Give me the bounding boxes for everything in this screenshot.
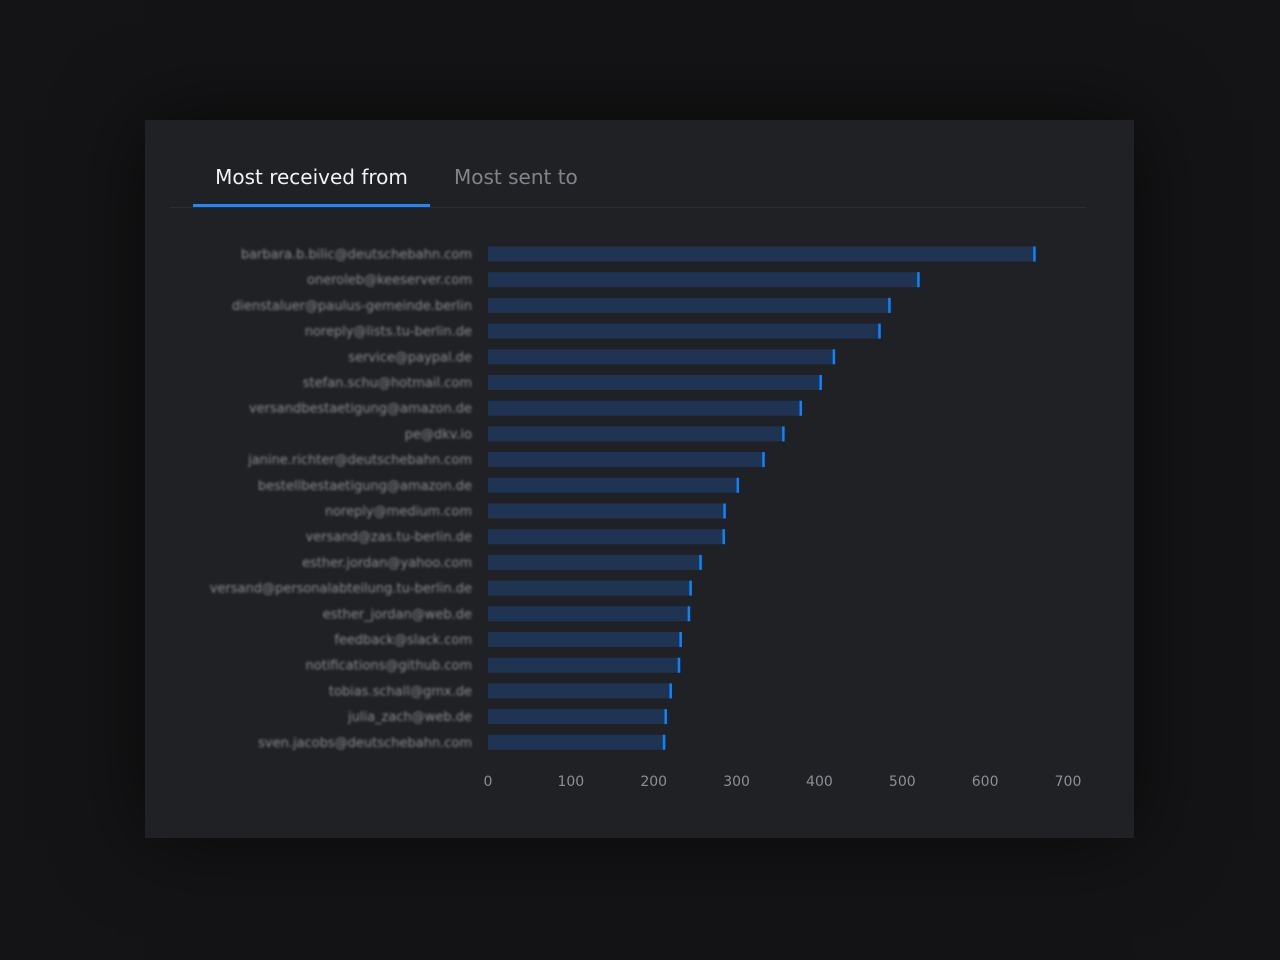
category-label: pe@dkv.io <box>405 427 472 442</box>
bar-end-marker <box>736 477 740 493</box>
tab-bar: Most received from Most sent to <box>170 120 1086 208</box>
bar-end-marker <box>699 554 702 570</box>
bar[interactable] <box>488 477 740 493</box>
bar[interactable] <box>488 400 803 416</box>
bar-end-marker <box>917 272 920 288</box>
bar[interactable] <box>488 452 765 468</box>
bar-end-marker <box>888 297 891 313</box>
bar[interactable] <box>488 503 726 519</box>
x-tick-label: 400 <box>806 774 833 790</box>
x-tick-label: 600 <box>972 774 999 790</box>
category-label: feedback@slack.com <box>334 633 472 648</box>
bar-end-marker <box>878 323 881 339</box>
x-tick-label: 200 <box>640 774 667 790</box>
bar-end-marker <box>762 452 765 468</box>
tab-most-received-from[interactable]: Most received from <box>193 165 430 207</box>
bar[interactable] <box>488 375 822 390</box>
category-label: dienstaluer@paulus-gemeinde.berlin <box>232 299 472 314</box>
bar-end-marker <box>679 632 682 647</box>
bar[interactable] <box>488 529 725 545</box>
category-label: esther_jordan@web.de <box>323 607 472 622</box>
bar-end-marker <box>669 683 672 699</box>
bar[interactable] <box>488 272 920 288</box>
x-tick-label: 100 <box>557 774 584 790</box>
tab-most-sent-to[interactable]: Most sent to <box>454 165 578 189</box>
bar-end-marker <box>677 657 681 673</box>
category-label: versand@personalabteilung.tu-berlin.de <box>210 582 472 597</box>
bar-end-marker <box>782 426 785 442</box>
category-label: versand@zas.tu-berlin.de <box>306 530 472 545</box>
bar[interactable] <box>488 734 666 750</box>
x-tick-label: 500 <box>889 774 916 790</box>
category-label: noreply@medium.com <box>325 505 472 520</box>
bar[interactable] <box>488 657 681 673</box>
bar-end-marker <box>832 349 836 365</box>
category-label: sven.jacobs@deutschebahn.com <box>258 736 472 751</box>
bar[interactable] <box>488 323 881 339</box>
bar[interactable] <box>488 632 682 647</box>
bar[interactable] <box>488 426 785 442</box>
bar[interactable] <box>488 606 691 622</box>
category-label: stefan.schu@hotmail.com <box>303 376 472 391</box>
category-label: oneroleb@keeserver.com <box>307 273 472 288</box>
bar[interactable] <box>488 297 891 313</box>
x-tick-label: 300 <box>723 774 750 790</box>
bar[interactable] <box>488 709 667 725</box>
category-label: notifications@github.com <box>306 659 472 674</box>
bar-end-marker <box>1033 246 1036 262</box>
bar-end-marker <box>722 529 725 545</box>
bar[interactable] <box>488 349 836 365</box>
bar-end-marker <box>819 375 822 390</box>
bar-end-marker <box>799 400 803 416</box>
bar[interactable] <box>488 554 702 570</box>
bar-end-marker <box>664 709 667 725</box>
bar[interactable] <box>488 580 692 596</box>
bar[interactable] <box>488 246 1036 262</box>
bar[interactable] <box>488 683 672 699</box>
category-label: service@paypal.de <box>348 350 472 365</box>
category-label: noreply@lists.tu-berlin.de <box>305 325 472 340</box>
x-tick-label: 700 <box>1055 774 1082 790</box>
x-tick-label: 0 <box>484 774 493 790</box>
bar-end-marker <box>689 580 692 596</box>
category-label: tobias.schall@gmx.de <box>329 684 472 699</box>
category-label: janine.richter@deutschebahn.com <box>247 453 472 468</box>
bar-end-marker <box>687 606 691 622</box>
category-label: bestellbestaetigung@amazon.de <box>258 479 472 494</box>
bar-end-marker <box>662 734 666 750</box>
category-label: versandbestaetigung@amazon.de <box>249 402 472 417</box>
category-label: esther.jordan@yahoo.com <box>302 556 472 571</box>
category-label: barbara.b.bilic@deutschebahn.com <box>241 248 472 263</box>
bar-end-marker <box>723 503 726 519</box>
category-label: julia_zach@web.de <box>347 710 472 725</box>
